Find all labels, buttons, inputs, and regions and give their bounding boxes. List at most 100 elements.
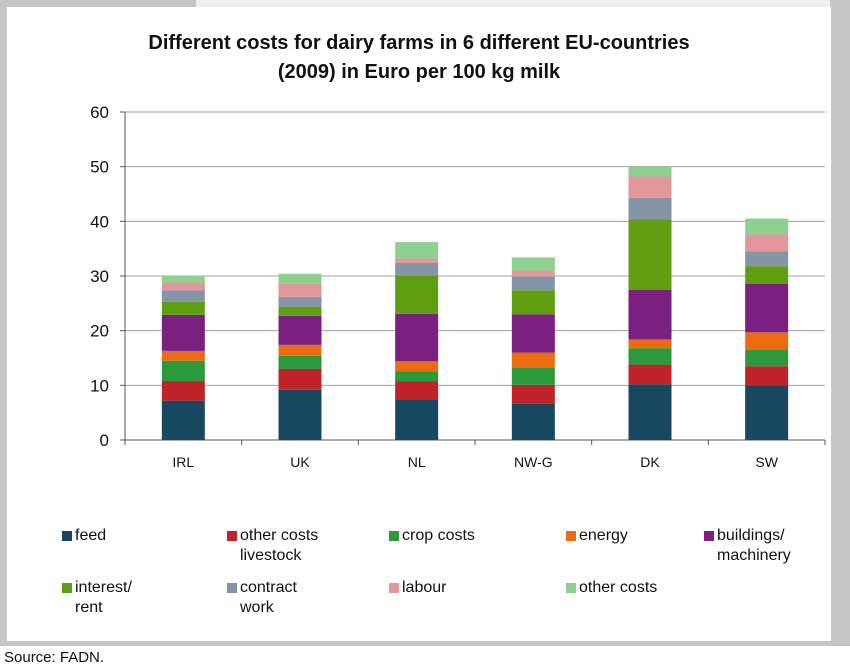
bar-segment-energy xyxy=(278,344,322,356)
bar-segment-crop-costs xyxy=(161,360,205,381)
bar-segment-energy xyxy=(628,339,672,349)
bar-segment-crop-costs xyxy=(745,349,789,367)
bar-segment-contract-work xyxy=(628,197,672,220)
bar-segment-other-costs-livestock xyxy=(278,368,322,390)
legend-swatch xyxy=(566,583,576,593)
bar-segment-labour xyxy=(278,283,322,297)
bar-segment-contract-work xyxy=(745,251,789,267)
bar-segment-interest-rent xyxy=(395,276,439,314)
legend-swatch xyxy=(227,583,237,593)
legend-label: other costs xyxy=(579,579,658,596)
y-tick-label: 60 xyxy=(90,103,109,122)
x-tick-label: SW xyxy=(755,454,778,470)
legend-swatch xyxy=(62,531,72,541)
bar-segment-interest-rent xyxy=(745,266,789,284)
bar-segment-contract-work xyxy=(161,290,205,302)
legend-item: labour xyxy=(389,578,446,598)
bar-segment-interest-rent xyxy=(628,219,672,290)
legend-item: buildings/ machinery xyxy=(704,526,791,566)
x-tick-label: UK xyxy=(290,454,310,470)
bar-segment-feed xyxy=(511,403,555,440)
legend-item: interest/ rent xyxy=(62,578,132,618)
legend-label: contract work xyxy=(240,579,297,616)
legend-item: energy xyxy=(566,526,628,546)
legend-swatch xyxy=(704,531,714,541)
bar-segment-labour xyxy=(745,234,789,252)
bar-segment-other-costs xyxy=(511,257,555,271)
bar-segment-other-costs xyxy=(628,166,672,177)
y-tick-label: 50 xyxy=(90,158,109,177)
bar-segment-energy xyxy=(745,332,789,350)
bar-segment-contract-work xyxy=(511,276,555,291)
x-tick-label: NW-G xyxy=(514,454,553,470)
chart-frame: Different costs for dairy farms in 6 dif… xyxy=(6,7,831,641)
stacked-bar-chart: 0 10 20 30 40 50 60 IRL UK NL NW-G DK SW xyxy=(90,103,826,470)
legend-label: feed xyxy=(75,527,107,544)
bar-segment-other-costs xyxy=(278,273,322,284)
legend-swatch xyxy=(227,531,237,541)
bar-segment-feed xyxy=(278,389,322,440)
legend-label: buildings/ machinery xyxy=(717,527,791,564)
bar-segment-labour xyxy=(628,176,672,198)
bar-segment-buildings-machinery xyxy=(161,314,205,351)
bar-segment-buildings-machinery xyxy=(628,289,672,340)
bar-segment-interest-rent xyxy=(278,306,322,316)
legend-item: contract work xyxy=(227,578,297,618)
bar-segment-other-costs xyxy=(161,275,205,283)
bar-segment-energy xyxy=(161,350,205,361)
bar-segment-feed xyxy=(395,399,439,440)
legend-item: other costs livestock xyxy=(227,526,318,566)
bar-segment-labour xyxy=(395,258,439,263)
bar-segment-buildings-machinery xyxy=(511,314,555,353)
legend-swatch xyxy=(566,531,576,541)
bar-segment-crop-costs xyxy=(628,348,672,365)
bar-segment-buildings-machinery xyxy=(745,283,789,333)
bar-segment-other-costs-livestock xyxy=(395,381,439,400)
chart-title: Different costs for dairy farms in 6 dif… xyxy=(148,32,690,83)
legend-label: energy xyxy=(579,527,628,544)
y-tick-label: 0 xyxy=(100,431,109,450)
bar-segment-feed xyxy=(745,385,789,440)
bar-segment-other-costs-livestock xyxy=(511,384,555,404)
bar-segment-labour xyxy=(161,282,205,291)
legend-item: crop costs xyxy=(389,526,475,546)
bar-segment-buildings-machinery xyxy=(395,313,439,362)
y-tick-label: 10 xyxy=(90,376,109,395)
y-tick-label: 30 xyxy=(90,267,109,286)
x-tick-label: NL xyxy=(408,454,426,470)
bar-segment-contract-work xyxy=(395,262,439,276)
legend-label: interest/ rent xyxy=(75,579,132,616)
bar-segment-energy xyxy=(395,361,439,372)
bar-segment-crop-costs xyxy=(395,371,439,382)
bar-segment-crop-costs xyxy=(511,367,555,385)
legend-label: labour xyxy=(402,579,447,596)
legend-swatch xyxy=(389,531,399,541)
bar-segment-buildings-machinery xyxy=(278,315,322,345)
source-bar: Source: FADN. xyxy=(0,646,850,670)
x-tick-label: IRL xyxy=(172,454,194,470)
bar-segment-feed xyxy=(628,384,672,440)
bar-segment-other-costs xyxy=(395,242,439,259)
bar-segment-other-costs-livestock xyxy=(745,366,789,386)
bar-segment-feed xyxy=(161,400,205,440)
legend-label: crop costs xyxy=(402,527,475,544)
legend-item: other costs xyxy=(566,578,657,598)
y-tick-label: 40 xyxy=(90,212,109,231)
bar-segment-interest-rent xyxy=(161,301,205,315)
bar-segment-labour xyxy=(511,270,555,277)
y-tick-label: 20 xyxy=(90,322,109,341)
legend-swatch xyxy=(389,583,399,593)
bar-segment-crop-costs xyxy=(278,355,322,369)
bar-segment-interest-rent xyxy=(511,290,555,315)
source-note: Source: FADN. xyxy=(4,649,105,666)
legend-swatch xyxy=(62,583,72,593)
legend-item: feed xyxy=(62,526,106,546)
header-strip xyxy=(196,0,830,7)
bar-segment-energy xyxy=(511,352,555,368)
legend-label: other costs livestock xyxy=(240,527,319,564)
bar-segment-other-costs-livestock xyxy=(628,364,672,385)
bar-segment-other-costs-livestock xyxy=(161,380,205,401)
x-tick-label: DK xyxy=(640,454,660,470)
bar-segment-contract-work xyxy=(278,296,322,307)
bar-segment-other-costs xyxy=(745,218,789,235)
